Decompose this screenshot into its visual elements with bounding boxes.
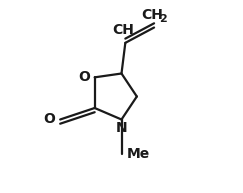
Text: CH: CH (113, 23, 134, 37)
Text: CH: CH (141, 8, 163, 22)
Text: O: O (78, 70, 90, 84)
Text: N: N (116, 121, 127, 135)
Text: 2: 2 (159, 14, 166, 24)
Text: Me: Me (126, 147, 149, 161)
Text: O: O (43, 113, 55, 126)
